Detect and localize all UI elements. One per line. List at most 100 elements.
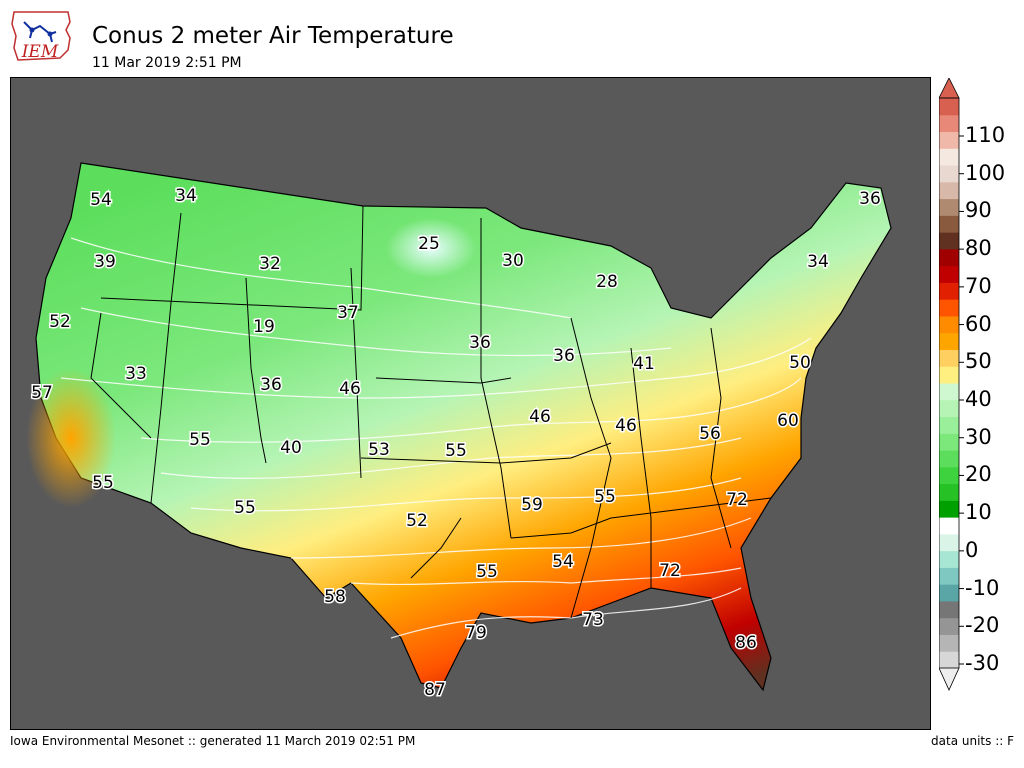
- colorbar-segment: [939, 248, 959, 267]
- colorbar-segment: [939, 617, 959, 635]
- map-value-label: 40: [280, 438, 302, 458]
- colorbar-segment: [939, 332, 959, 350]
- colorbar-segment: [939, 232, 959, 250]
- map-value-label: 55: [234, 498, 256, 518]
- map-value-label: 72: [659, 561, 681, 581]
- map-canvas: 54 34 25 30 36 39 32 28 34 52 19 37 36 3…: [26, 162, 892, 702]
- colorbar-segment: [939, 165, 959, 183]
- map-value-label: 57: [31, 383, 53, 403]
- colorbar-segment: [939, 114, 959, 133]
- colorbar-tick-label: 70: [965, 273, 992, 298]
- colorbar-segment: [939, 315, 959, 334]
- map-value-label: 52: [406, 511, 428, 531]
- colorbar-segment: [939, 567, 959, 585]
- map-value-label: 28: [596, 272, 618, 292]
- map-value-label: 72: [726, 490, 748, 510]
- colorbar-tick-label: 40: [965, 387, 992, 411]
- map-value-label: 36: [859, 189, 881, 209]
- colorbar-tick-label: 50: [965, 349, 992, 374]
- map-value-label: 86: [735, 633, 757, 653]
- colorbar-segment: [939, 198, 959, 216]
- map-value-label: 46: [615, 416, 637, 436]
- map-value-label: 34: [175, 186, 197, 206]
- map-value-label: 55: [92, 473, 114, 493]
- colorbar-segment: [939, 349, 959, 367]
- map-value-label: 39: [94, 252, 116, 272]
- colorbar-segment: [939, 600, 959, 619]
- colorbar-tick-label: 110: [965, 123, 1006, 147]
- colorbar-segment: [939, 265, 959, 283]
- map-value-label: 79: [465, 623, 487, 643]
- colorbar-tick-label: 30: [965, 424, 992, 449]
- map-value-label: 33: [125, 364, 147, 384]
- footer-units: data units :: F: [931, 734, 1014, 748]
- colorbar-segment: [939, 215, 959, 233]
- warm-california: [26, 368, 116, 508]
- footer-credit: Iowa Environmental Mesonet :: generated …: [10, 734, 416, 748]
- colorbar-segment: [939, 399, 959, 418]
- map-value-label: 19: [253, 317, 275, 337]
- temperature-map: 54 34 25 30 36 39 32 28 34 52 19 37 36 3…: [10, 77, 931, 730]
- colorbar-tick-label: 80: [965, 236, 992, 261]
- map-value-label: 50: [789, 353, 811, 373]
- colorbar-segment: [939, 483, 959, 501]
- colorbar-min-arrow: [939, 667, 960, 691]
- map-value-label: 36: [469, 333, 491, 353]
- map-value-label: 36: [260, 375, 282, 395]
- map-value-label: 58: [324, 587, 346, 607]
- cold-pocket: [386, 218, 476, 278]
- colorbar-segment: [939, 383, 959, 401]
- conus-landmass: [35, 162, 892, 692]
- colorbar-tick-label: 60: [965, 311, 992, 336]
- map-value-label: 37: [337, 303, 359, 323]
- map-value-label: 32: [259, 254, 281, 274]
- map-value-label: 55: [594, 487, 616, 507]
- map-value-label: 30: [502, 251, 524, 271]
- logo-text: IEM: [21, 42, 59, 62]
- colorbar-segment: [939, 500, 959, 518]
- colorbar-tick-label: -20: [965, 613, 1000, 638]
- colorbar-segment: [939, 148, 959, 166]
- map-value-label: 55: [476, 562, 498, 582]
- map-value-label: 54: [552, 552, 574, 572]
- colorbar-segment: [939, 433, 959, 451]
- map-value-label: 87: [424, 680, 446, 700]
- map-value-label: 55: [445, 441, 467, 461]
- colorbar-segment: [939, 517, 959, 535]
- iem-logo: IEM: [11, 11, 71, 62]
- map-value-label: 52: [49, 312, 71, 332]
- map-value-label: 54: [90, 190, 112, 210]
- colorbar-tick-label: 10: [965, 500, 992, 525]
- colorbar-segment: [939, 299, 959, 317]
- colorbar-segment: [939, 533, 959, 552]
- map-value-label: 34: [807, 252, 829, 272]
- map-value-label: 56: [699, 424, 721, 444]
- map-value-label: 73: [582, 610, 604, 630]
- colorbar-segment: [939, 416, 959, 434]
- state-boundaries: [90, 205, 772, 619]
- map-value-label: 25: [418, 234, 440, 254]
- colorbar-tick-label: 0: [965, 537, 979, 562]
- map-value-label: 46: [339, 379, 361, 399]
- map-value-label: 59: [521, 495, 543, 515]
- chart-title: Conus 2 meter Air Temperature: [92, 23, 454, 49]
- map-value-label: 46: [529, 407, 551, 427]
- colorbar: [939, 78, 964, 691]
- colorbar-max-arrow: [939, 78, 960, 99]
- map-value-label: 55: [189, 430, 211, 450]
- chart-subtitle: 11 Mar 2019 2:51 PM: [92, 55, 242, 71]
- colorbar-segment: [939, 282, 959, 300]
- map-value-label: 60: [777, 411, 799, 431]
- map-value-label: 36: [553, 346, 575, 366]
- colorbar-segment: [939, 584, 959, 602]
- colorbar-tick-label: 20: [965, 462, 992, 487]
- colorbar-segment: [939, 634, 959, 652]
- colorbar-tick-label: 100: [965, 160, 1006, 185]
- colorbar-segment: [939, 450, 959, 468]
- colorbar-segment: [939, 131, 959, 149]
- colorbar-tick-label: -10: [965, 575, 1000, 600]
- map-value-label: 53: [368, 440, 390, 460]
- colorbar-segment: [939, 366, 959, 384]
- temperature-value-labels: 54 34 25 30 36 39 32 28 34 52 19 37 36 3…: [30, 185, 883, 702]
- colorbar-segment: [939, 181, 959, 200]
